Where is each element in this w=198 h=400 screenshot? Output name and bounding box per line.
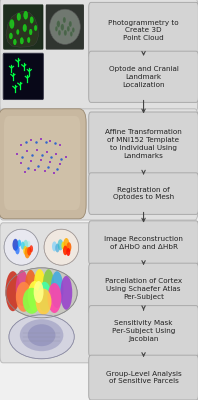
Ellipse shape — [28, 281, 42, 311]
Ellipse shape — [34, 281, 44, 303]
Ellipse shape — [44, 229, 79, 265]
Text: Photogrammetry to
Create 3D
Point Cloud: Photogrammetry to Create 3D Point Cloud — [108, 20, 179, 41]
Circle shape — [67, 26, 70, 32]
Circle shape — [69, 21, 72, 27]
Circle shape — [27, 241, 30, 247]
FancyBboxPatch shape — [4, 116, 80, 210]
Ellipse shape — [4, 229, 39, 265]
Circle shape — [72, 28, 74, 32]
Circle shape — [20, 38, 23, 44]
Circle shape — [63, 246, 68, 255]
Circle shape — [27, 247, 31, 256]
Ellipse shape — [6, 268, 77, 318]
Ellipse shape — [38, 282, 51, 312]
Ellipse shape — [60, 276, 72, 310]
Circle shape — [63, 238, 69, 250]
Circle shape — [58, 239, 63, 250]
Circle shape — [13, 39, 16, 45]
Polygon shape — [6, 11, 39, 47]
FancyBboxPatch shape — [0, 223, 198, 363]
Circle shape — [29, 29, 32, 35]
Ellipse shape — [16, 270, 29, 306]
Ellipse shape — [28, 324, 55, 346]
Text: Registration of
Optodes to Mesh: Registration of Optodes to Mesh — [113, 187, 174, 200]
FancyBboxPatch shape — [89, 221, 198, 265]
FancyBboxPatch shape — [89, 306, 198, 357]
Circle shape — [24, 11, 28, 19]
FancyBboxPatch shape — [46, 4, 84, 50]
Circle shape — [64, 30, 67, 36]
FancyBboxPatch shape — [0, 109, 198, 220]
Circle shape — [17, 30, 19, 34]
FancyBboxPatch shape — [3, 53, 43, 100]
FancyBboxPatch shape — [0, 109, 86, 219]
Circle shape — [61, 242, 65, 250]
Circle shape — [58, 30, 61, 36]
Circle shape — [70, 32, 72, 36]
FancyBboxPatch shape — [89, 112, 198, 176]
Ellipse shape — [25, 270, 37, 308]
Ellipse shape — [34, 269, 46, 303]
Circle shape — [57, 21, 60, 27]
FancyBboxPatch shape — [0, 0, 198, 112]
Ellipse shape — [9, 315, 74, 359]
Circle shape — [30, 17, 33, 23]
Circle shape — [61, 24, 64, 30]
Circle shape — [63, 17, 66, 23]
Circle shape — [23, 240, 28, 250]
FancyBboxPatch shape — [89, 51, 198, 102]
Circle shape — [23, 246, 28, 255]
Circle shape — [25, 247, 30, 258]
Ellipse shape — [6, 271, 20, 311]
FancyBboxPatch shape — [4, 5, 42, 49]
Circle shape — [23, 24, 27, 32]
Circle shape — [55, 26, 58, 31]
Text: Sensitivity Mask
Per-Subject Using
Jacobian: Sensitivity Mask Per-Subject Using Jacob… — [112, 320, 175, 342]
Text: Affine Transformation
of MNI152 Template
to Individual Using
Landmarks: Affine Transformation of MNI152 Template… — [105, 129, 182, 159]
Text: Group-Level Analysis
of Sensitive Parcels: Group-Level Analysis of Sensitive Parcel… — [106, 371, 181, 384]
FancyBboxPatch shape — [89, 2, 198, 58]
Circle shape — [52, 241, 57, 252]
Circle shape — [17, 13, 21, 20]
FancyBboxPatch shape — [89, 355, 198, 400]
Circle shape — [10, 33, 12, 39]
Ellipse shape — [50, 271, 64, 308]
Circle shape — [30, 245, 33, 252]
Circle shape — [66, 242, 71, 252]
Circle shape — [18, 240, 21, 247]
FancyBboxPatch shape — [3, 4, 43, 50]
Circle shape — [34, 25, 37, 31]
Ellipse shape — [48, 283, 61, 313]
Circle shape — [12, 239, 18, 251]
FancyBboxPatch shape — [89, 263, 198, 314]
Ellipse shape — [20, 319, 63, 351]
Text: Image Reconstruction
of ΔHbO and ΔHbR: Image Reconstruction of ΔHbO and ΔHbR — [104, 236, 183, 250]
Text: Parcellation of Cortex
Using Schaefer Atlas
Per-Subject: Parcellation of Cortex Using Schaefer At… — [105, 278, 182, 300]
Circle shape — [55, 244, 60, 252]
Circle shape — [66, 248, 70, 256]
Circle shape — [27, 37, 30, 43]
Text: Optode and Cranial
Landmark
Localization: Optode and Cranial Landmark Localization — [109, 66, 178, 88]
Ellipse shape — [23, 288, 41, 314]
Ellipse shape — [50, 9, 80, 44]
Ellipse shape — [36, 289, 51, 314]
FancyBboxPatch shape — [89, 173, 198, 214]
Ellipse shape — [43, 269, 54, 305]
Circle shape — [10, 20, 14, 28]
Circle shape — [15, 246, 20, 254]
Circle shape — [21, 242, 25, 250]
Ellipse shape — [16, 282, 32, 312]
